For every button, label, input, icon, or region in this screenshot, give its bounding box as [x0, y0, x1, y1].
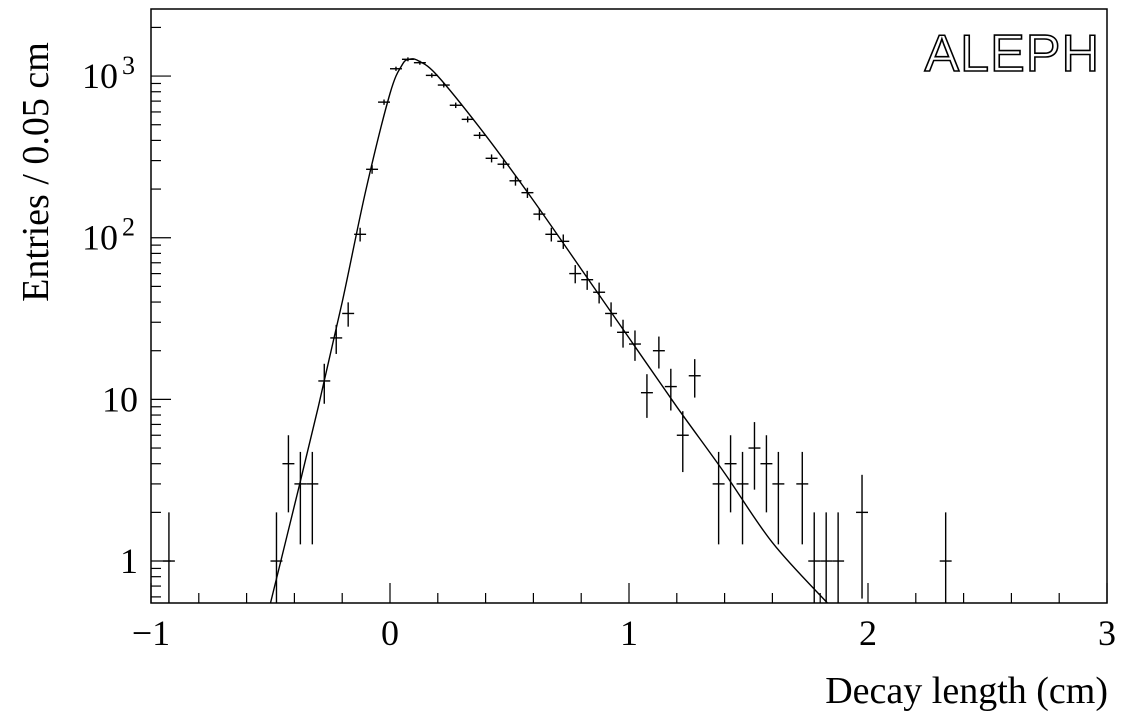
data-point — [760, 435, 773, 513]
data-point — [461, 116, 474, 123]
data-point — [820, 512, 833, 603]
data-point — [162, 512, 175, 603]
x-tick-label: 3 — [1098, 613, 1116, 653]
data-point — [593, 282, 606, 304]
data-point — [533, 208, 546, 221]
data-point — [306, 451, 319, 545]
data-point — [557, 234, 570, 249]
data-point — [748, 422, 761, 490]
data-point — [366, 165, 379, 174]
data-point — [294, 451, 307, 545]
fit-curve — [269, 58, 828, 604]
data-point — [545, 227, 558, 242]
data-point — [378, 99, 390, 105]
y-tick-label: 1 — [120, 541, 138, 581]
data-point — [354, 227, 367, 242]
data-point — [473, 132, 486, 139]
data-point — [569, 265, 582, 284]
data-point — [521, 187, 534, 198]
data-point — [282, 435, 295, 513]
y-tick-exponent: 2 — [122, 213, 135, 242]
data-point — [342, 302, 355, 327]
data-point — [617, 319, 629, 348]
data-point — [437, 82, 450, 88]
data-point — [413, 60, 426, 65]
data-points — [162, 57, 952, 603]
data-point — [509, 176, 522, 186]
data-point — [712, 451, 725, 545]
y-tick-exponent: 3 — [122, 51, 135, 80]
data-point — [772, 451, 785, 545]
data-point — [485, 154, 498, 163]
data-point — [676, 411, 689, 473]
data-point — [796, 451, 809, 545]
experiment-logo: ALEPH — [924, 25, 1100, 83]
x-tick-label: 0 — [381, 613, 399, 653]
data-point — [390, 66, 402, 71]
data-point — [664, 368, 677, 411]
data-point — [629, 330, 641, 361]
axis-ticks — [150, 26, 1108, 603]
data-point — [425, 73, 438, 78]
data-point — [652, 336, 665, 369]
y-axis-title: Entries / 0.05 cm — [15, 42, 57, 302]
data-point — [832, 512, 845, 603]
x-tick-label: 1 — [620, 613, 638, 653]
data-point — [856, 474, 868, 599]
plot-frame — [150, 8, 1108, 604]
data-point — [330, 324, 343, 354]
x-tick-label: 2 — [859, 613, 877, 653]
data-point — [640, 374, 653, 418]
data-point — [688, 359, 701, 398]
y-tick-label: 10 — [82, 56, 118, 96]
data-point — [939, 512, 952, 603]
data-point — [808, 512, 821, 603]
data-point — [449, 102, 462, 109]
data-point — [581, 270, 594, 290]
x-axis-title: Decay length (cm) — [825, 670, 1108, 712]
x-tick-label: −1 — [132, 613, 170, 653]
data-point — [497, 160, 510, 169]
y-tick-label: 10 — [82, 218, 118, 258]
data-point — [270, 512, 283, 603]
data-point — [318, 363, 331, 404]
data-point — [605, 302, 618, 327]
y-tick-label: 10 — [102, 379, 138, 419]
data-point — [736, 451, 749, 545]
data-point — [401, 57, 414, 62]
fit-curve-group — [269, 58, 828, 604]
data-point — [724, 435, 737, 513]
